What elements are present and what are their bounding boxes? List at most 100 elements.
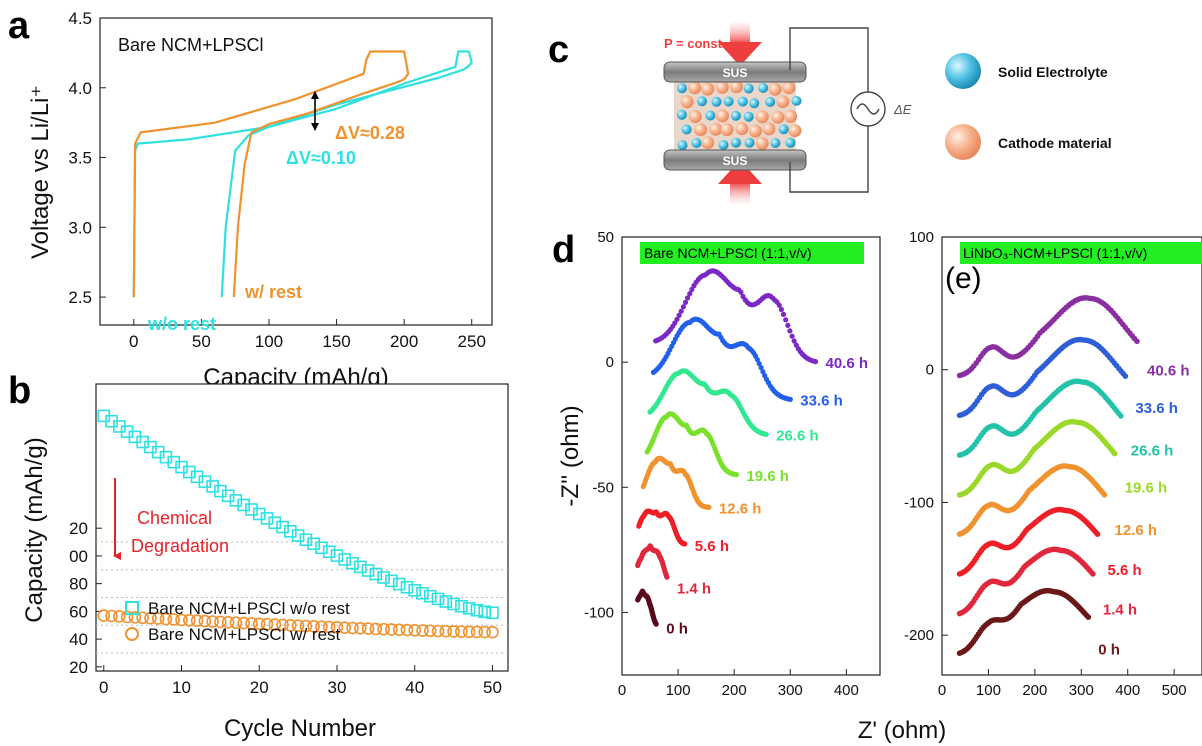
label-w-rest: w/ rest [244,282,302,302]
x-tick-label-b: 40 [405,678,424,697]
series-label-e: 26.6 h [1131,442,1174,459]
panel-a: a 0 50 100 150 200 2502.53.03.54.04.5 Bare NC… [8,5,492,391]
panel-label-b: b [8,370,31,412]
electrolyte-particle [770,138,780,148]
annotation-delta-v-w-rest: ΔV≈0.28 [335,123,405,143]
cathode-particle [756,137,769,150]
y-tick-label-e: 0 [926,362,934,379]
data-point-d [779,307,784,312]
data-point-d [682,541,687,546]
panel-label-a: a [8,5,30,47]
x-tick-label-a: 200 [390,332,418,351]
x-tick-label-d: 400 [834,682,859,699]
panel-b: b 0 10 20 30 40 50204060800020 Chemical Degra… [8,370,508,742]
data-point-d [664,575,669,580]
x-tick-label-a: 150 [322,332,350,351]
data-point-e [1102,492,1108,498]
x-tick-label-d: 0 [618,682,626,699]
pressure-arrow-top-shaft [730,22,750,44]
cathode-particle [701,83,714,96]
y-tick-label-e: -200 [904,627,934,644]
data-point-d [781,312,786,317]
x-tick-label-d: 300 [778,682,803,699]
data-point-e [1095,531,1101,537]
x-tick-label-a: 0 [129,332,138,351]
cathode-particle [769,83,782,96]
electrolyte-particle [682,125,692,135]
annotation-chemical: Chemical [137,508,212,528]
y-tick-label-b: 00 [69,547,88,566]
electrolyte-particle [719,140,729,150]
cathode-particle [688,81,701,94]
data-point-d [679,309,684,314]
y-axis-label-a: Voltage vs Li/Li⁺ [27,85,54,259]
data-point-d [813,359,818,364]
cathode-particle [771,111,784,124]
electrolyte-particle [731,138,741,148]
legend-label-wo-rest: Bare NCM+LPSCl w/o rest [148,599,350,618]
x-tick-label-e: 0 [938,682,946,699]
legend-solid-electrolyte: Solid Electrolyte [998,64,1108,80]
x-tick-label-b: 20 [250,678,269,697]
cathode-particle [689,110,702,123]
electrolyte-particle [692,138,702,148]
y-tick-label-b: 80 [69,575,88,594]
y-axis-label-d: -Z'' (ohm) [557,405,584,506]
delta-e-label: ΔE [893,102,912,117]
annotation-degradation: Degradation [131,536,229,556]
data-point-d [683,300,688,305]
electrolyte-particle [712,97,722,107]
y-tick-label-a: 4.5 [68,9,92,28]
y-tick-label-b: 40 [69,630,88,649]
cathode-particle [784,110,797,123]
cathode-particle [701,136,714,149]
data-point-d [790,334,795,339]
pressure-arrow-bottom-shaft [730,182,750,204]
panel-label-d: d [552,229,575,271]
data-point-e [1118,413,1124,419]
electrolyte-particle [744,84,754,94]
y-tick-label-a: 3.0 [68,218,92,237]
data-point-d [785,323,790,328]
circuit-wire-top [790,28,868,92]
cathode-particle [735,122,748,135]
y-tick-label-a: 2.5 [68,288,92,307]
annotation-delta-v-wo-rest: ΔV≈0.10 [286,148,356,168]
data-point-d [654,622,659,627]
x-tick-label-e: 500 [1162,682,1187,699]
y-tick-label-d: 50 [597,229,614,246]
series-label-d: 5.6 h [695,538,729,555]
electrolyte-particle [779,124,789,134]
series-label-d: 40.6 h [826,355,869,372]
cathode-particle [756,110,769,123]
series-label-e: 40.6 h [1147,363,1190,380]
pressure-label: P = const. [664,36,726,51]
cathode-particle [716,109,729,122]
series-label-d: 26.6 h [776,428,819,445]
electrolyte-particle [677,83,687,93]
y-axis-label-b: Capacity (mAh/g) [21,437,48,622]
electrolyte-particle [792,96,802,106]
chart-title-a: Bare NCM+LPSCl [118,35,264,55]
series-label-e: 0 h [1098,642,1120,659]
legend-label-w-rest: Bare NCM+LPSCl w/ rest [148,625,341,644]
sus-label-bottom: SUS [723,154,748,168]
cathode-particle [716,81,729,94]
sus-label-top: SUS [723,66,748,80]
electrolyte-particle [745,138,755,148]
cathode-particle [709,123,722,136]
panel-label-c: c [548,29,569,71]
x-tick-label-e: 200 [1022,682,1047,699]
x-tick-label-a: 100 [255,332,283,351]
x-tick-label-d: 200 [722,682,747,699]
x-tick-label-e: 300 [1069,682,1094,699]
y-tick-label-d: 0 [606,354,614,371]
data-point-e [1086,614,1092,620]
electrolyte-particle [765,97,775,107]
x-tick-label-a: 50 [192,332,211,351]
series-label-d: 12.6 h [719,500,762,517]
solid-electrolyte-icon [945,53,981,89]
y-tick-label-d: -50 [592,479,614,496]
x-axis-label-b: Cycle Number [224,715,376,742]
